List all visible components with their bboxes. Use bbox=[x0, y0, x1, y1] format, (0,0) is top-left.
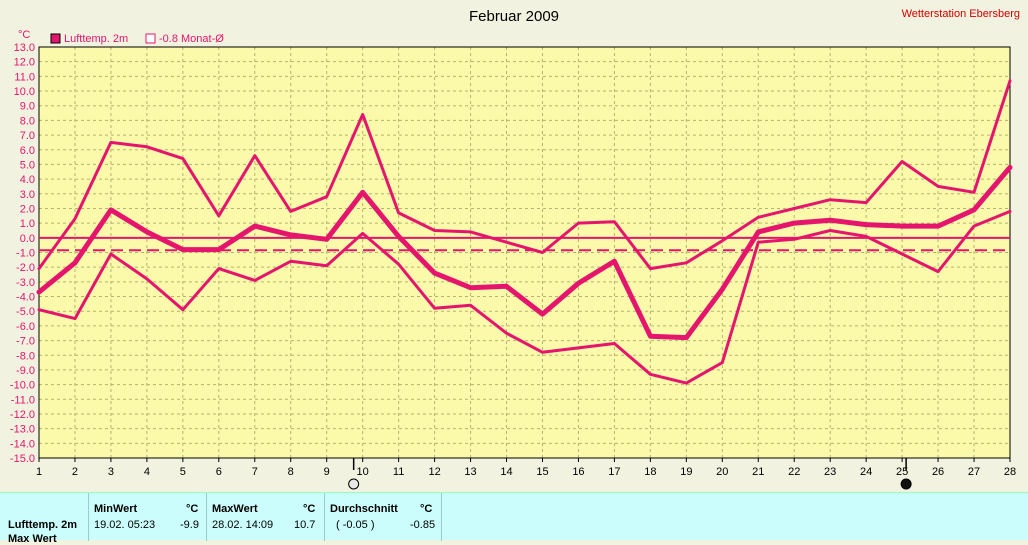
y-tick-label: -13.0 bbox=[10, 424, 35, 436]
x-tick-label: 16 bbox=[572, 466, 584, 478]
series-line bbox=[37, 209, 1012, 385]
legend-label: -0.8 Monat-Ø bbox=[159, 33, 224, 45]
x-tick-label: 22 bbox=[788, 466, 800, 478]
y-tick-label: 8.0 bbox=[20, 115, 35, 127]
y-tick-label: -11.0 bbox=[11, 394, 35, 406]
x-tick-label: 12 bbox=[428, 466, 440, 478]
y-tick-label: -8.0 bbox=[16, 350, 35, 362]
new-moon-icon bbox=[900, 478, 912, 490]
y-tick-label: 12.0 bbox=[14, 57, 35, 69]
chart-svg: 13.012.011.010.09.08.07.06.05.04.03.02.0… bbox=[10, 8, 1020, 490]
y-tick-label: 10.0 bbox=[14, 86, 35, 98]
x-tick-label: 4 bbox=[144, 466, 150, 478]
x-tick-label: 27 bbox=[968, 466, 980, 478]
y-tick-label: 7.0 bbox=[20, 130, 35, 142]
y-tick-label: -9.0 bbox=[16, 365, 35, 377]
stats-panel: Lufttemp. 2m MinWert °C 19.02. 05:23 -9.… bbox=[0, 492, 1028, 545]
x-tick-label: 8 bbox=[288, 466, 294, 478]
x-tick-label: 2 bbox=[72, 466, 78, 478]
y-tick-label: 0.0 bbox=[20, 233, 35, 245]
y-tick-label: 6.0 bbox=[20, 145, 35, 157]
x-tick-label: 25 bbox=[896, 466, 908, 478]
temperature-chart: 13.0 12.0 11.0 10.0 9.0 8.0 7.0 6.0 5.0 4.0 3.0 2.0… bbox=[10, 8, 1020, 490]
y-tick-label: 11.0 bbox=[14, 71, 35, 83]
station-name: Wetterstation Ebersberg bbox=[902, 8, 1020, 20]
y-tick-label: -4.0 bbox=[16, 292, 35, 304]
y-tick-label: 4.0 bbox=[20, 174, 35, 186]
avg-header: Durchschnitt bbox=[330, 503, 398, 515]
stats-divider bbox=[324, 493, 325, 541]
y-tick-label: 13.0 bbox=[14, 42, 35, 54]
y-tick-label: 3.0 bbox=[20, 189, 35, 201]
max-datetime: 28.02. 14:09 bbox=[212, 519, 274, 531]
x-tick-label: 6 bbox=[216, 466, 222, 478]
stats-divider bbox=[88, 493, 89, 541]
y-tick-label: 2.0 bbox=[20, 203, 35, 215]
min-unit: °C bbox=[186, 503, 199, 515]
y-tick-label: -2.0 bbox=[16, 262, 35, 274]
avg-value: -0.85 bbox=[410, 519, 436, 531]
x-tick-label: 28 bbox=[1004, 466, 1016, 478]
x-tick-label: 14 bbox=[500, 466, 512, 478]
y-tick-label: 9.0 bbox=[20, 101, 35, 113]
x-tick-label: 15 bbox=[536, 466, 548, 478]
x-tick-label: 11 bbox=[393, 466, 404, 478]
max-header: MaxWert bbox=[212, 503, 258, 515]
x-tick-label: 7 bbox=[252, 466, 258, 478]
avg-paren-value: ( -0.05 ) bbox=[336, 519, 375, 531]
y-tick-label: -7.0 bbox=[16, 336, 35, 348]
x-tick-label: 20 bbox=[716, 466, 728, 478]
stats-divider bbox=[206, 493, 207, 541]
stats-next-row-label: Max Wert bbox=[8, 533, 57, 545]
y-tick-label: -10.0 bbox=[10, 380, 35, 392]
plot-frame bbox=[38, 46, 1011, 459]
y-tick-label: 1.0 bbox=[20, 218, 35, 230]
y-tick-label: -1.0 bbox=[16, 248, 35, 260]
stats-row-label: Lufttemp. 2m bbox=[8, 519, 78, 531]
x-tick-label: 19 bbox=[680, 466, 692, 478]
y-tick-label: -5.0 bbox=[16, 306, 35, 318]
y-unit-label: °C bbox=[18, 29, 30, 41]
legend-label: Lufttemp. 2m bbox=[64, 33, 128, 45]
full-moon-icon bbox=[348, 478, 360, 490]
series-line bbox=[37, 79, 1012, 271]
max-value: 10.7 bbox=[294, 519, 316, 531]
x-tick-label: 1 bbox=[36, 466, 42, 478]
max-unit: °C bbox=[303, 503, 316, 515]
legend-swatch bbox=[50, 33, 61, 44]
y-tick-label: -12.0 bbox=[10, 409, 35, 421]
avg-unit: °C bbox=[420, 503, 433, 515]
y-tick-label: -14.0 bbox=[10, 438, 35, 450]
legend-swatch bbox=[145, 33, 156, 44]
x-tick-label: 9 bbox=[324, 466, 330, 478]
y-tick-label: -3.0 bbox=[16, 277, 35, 289]
min-header: MinWert bbox=[94, 503, 138, 515]
x-tick-label: 23 bbox=[824, 466, 836, 478]
x-tick-label: 21 bbox=[752, 466, 764, 478]
x-tick-label: 26 bbox=[932, 466, 944, 478]
x-tick-label: 24 bbox=[860, 466, 872, 478]
y-tick-label: -6.0 bbox=[16, 321, 35, 333]
x-tick-label: 13 bbox=[464, 466, 476, 478]
y-tick-label: 5.0 bbox=[20, 159, 35, 171]
x-tick-label: 5 bbox=[180, 466, 186, 478]
series-line bbox=[36, 164, 1013, 341]
x-tick-label: 17 bbox=[608, 466, 620, 478]
min-datetime: 19.02. 05:23 bbox=[94, 519, 156, 531]
stats-divider bbox=[441, 493, 442, 541]
plot-area bbox=[39, 47, 1010, 458]
x-tick-label: 18 bbox=[644, 466, 656, 478]
min-value: -9.9 bbox=[180, 519, 199, 531]
x-tick-label: 3 bbox=[108, 466, 114, 478]
chart-title: Februar 2009 bbox=[469, 8, 559, 25]
x-tick-label: 10 bbox=[357, 466, 369, 478]
y-tick-label: -15.0 bbox=[10, 453, 35, 465]
